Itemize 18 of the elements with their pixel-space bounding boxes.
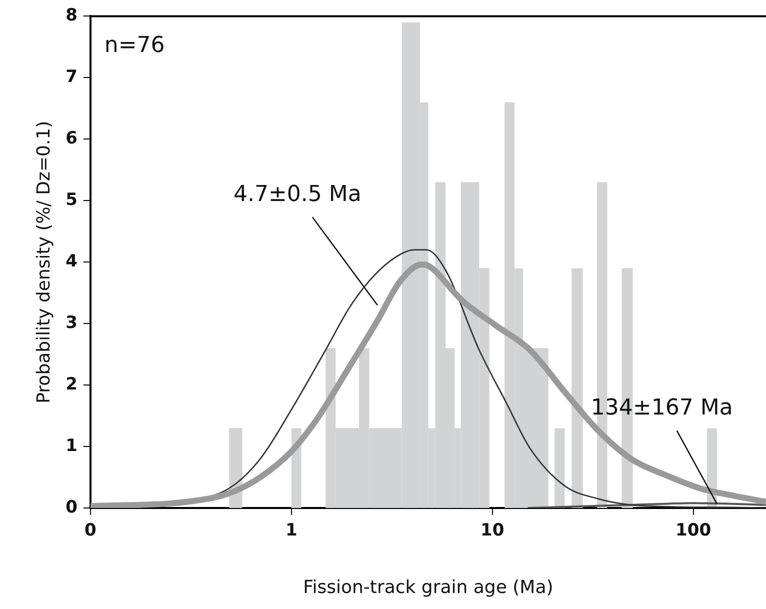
y-axis-title: Probability density (%/ Dz=0.1): [33, 120, 54, 404]
y-tick-label: 5: [66, 190, 78, 210]
annotation: n=76: [104, 32, 165, 58]
x-axis-title: Fission-track grain age (Ma): [303, 576, 554, 598]
y-tick-label: 4: [66, 252, 78, 272]
annotation: 134±167 Ma: [590, 395, 733, 420]
annotation: 4.7±0.5 Ma: [233, 182, 362, 207]
y-tick-label: 2: [66, 374, 78, 394]
y-tick-label: 1: [66, 436, 78, 456]
y-tick-label: 7: [66, 67, 78, 88]
x-tick-label: 100: [676, 520, 712, 541]
x-tick-label: 10: [480, 520, 504, 541]
y-tick-label: 8: [66, 6, 78, 26]
x-tick-label: 1: [285, 520, 298, 541]
x-tick-label: 0: [84, 520, 97, 541]
y-tick-label: 0: [66, 497, 78, 518]
y-tick-label: 6: [66, 128, 78, 149]
y-tick-label: 3: [66, 312, 78, 333]
